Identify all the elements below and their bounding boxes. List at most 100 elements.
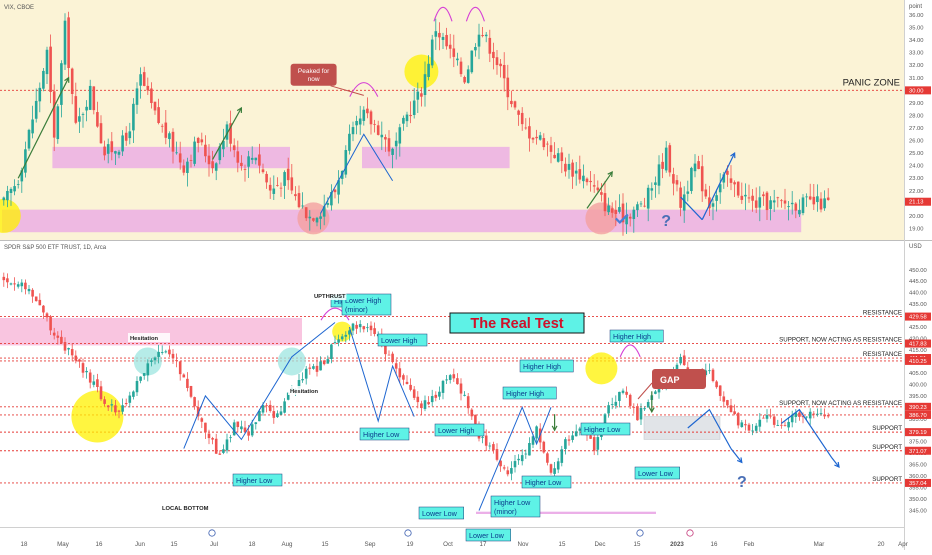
spy-candle-body [517, 458, 520, 461]
spy-plain-label: LOCAL BOTTOM [162, 506, 209, 512]
vix-candle-body [639, 203, 643, 205]
spy-callout-box [580, 422, 631, 436]
vix-candle-body [632, 209, 636, 220]
spy-candle-body [722, 396, 726, 402]
spy-candle [765, 409, 769, 423]
spy-candle-body [632, 406, 636, 408]
vix-candle-body [164, 122, 168, 138]
vix-candle [204, 135, 207, 163]
spy-candle-body [124, 402, 128, 405]
vix-candle [762, 191, 765, 206]
vix-candle-body [499, 63, 502, 67]
spy-candle-body [456, 378, 459, 385]
vix-candle [790, 191, 794, 215]
vix-candle-body [150, 88, 153, 104]
vix-candle-body [92, 86, 96, 111]
event-marker-icon[interactable] [404, 529, 412, 537]
vix-candle-body [211, 161, 214, 169]
real-test-label: The Real Test [470, 316, 563, 332]
spy-tick-label: 375.00 [909, 440, 927, 446]
spy-candle [117, 409, 121, 419]
spy-candle-body [272, 411, 276, 418]
vix-candle [715, 189, 718, 212]
spy-candle-body [736, 413, 740, 426]
vix-candle-body [448, 44, 452, 49]
spy-candle-body [675, 364, 679, 371]
vix-candle-body [456, 58, 459, 61]
spy-low-zone [476, 511, 656, 514]
vix-candle [621, 193, 625, 236]
event-marker-icon[interactable] [208, 529, 216, 537]
spy-candle [240, 420, 243, 433]
vix-candle-body [250, 157, 254, 160]
spy-price-axis[interactable]: 345.00350.00355.00360.00365.00370.00375.… [905, 268, 931, 515]
vix-candle [106, 138, 110, 164]
spy-candle-body [589, 435, 592, 439]
vix-candle [513, 100, 517, 110]
spy-candle-body [189, 386, 193, 397]
spy-candle-body [186, 378, 189, 388]
spy-candle [186, 372, 189, 392]
spy-plain-label-bg [288, 386, 330, 395]
vix-blue-arrow [701, 152, 736, 220]
vix-candle [769, 196, 772, 221]
vix-candle-body [600, 192, 603, 195]
vix-candle [578, 155, 582, 184]
spy-candle-body [715, 381, 718, 388]
spy-tick-label: 450.00 [909, 268, 927, 274]
vix-price-axis[interactable]: 19.0020.0021.0022.0023.0024.0025.0026.00… [905, 13, 931, 232]
vix-candle-body [646, 187, 650, 209]
vix-candle-body [718, 184, 722, 193]
spy-candle-body [520, 455, 524, 462]
vix-candle [744, 183, 747, 211]
vix-candle [290, 164, 294, 195]
vix-candle [423, 61, 427, 107]
vix-candle [632, 206, 636, 233]
spy-callout-box [609, 329, 664, 343]
spy-candle-body [463, 394, 466, 396]
vix-candle [391, 147, 394, 169]
vix-candle [348, 124, 351, 155]
spy-candle [150, 358, 153, 367]
vix-candle-body [160, 125, 164, 127]
vix-pane-background [0, 0, 904, 240]
spy-candle [391, 351, 394, 364]
vix-price-tag-text: 30.00 [909, 88, 924, 94]
vix-candle [6, 185, 9, 208]
spy-candle-body [243, 427, 247, 432]
vix-green-arrow [212, 107, 242, 160]
spy-candle [74, 350, 78, 364]
spy-candle [556, 457, 560, 474]
vix-candle-body [675, 180, 679, 185]
vix-candle [618, 194, 621, 214]
vix-candle [474, 43, 477, 57]
vix-candle [294, 186, 297, 201]
vix-tick-label: 35.00 [909, 26, 924, 32]
vix-candle-body [225, 124, 229, 140]
spy-candle [679, 353, 682, 366]
vix-candle [60, 60, 63, 118]
spy-candle-body [546, 453, 549, 463]
event-marker-icon[interactable] [686, 529, 694, 537]
time-tick-label: Apr [898, 541, 908, 548]
vix-candle-body [643, 205, 646, 207]
time-axis[interactable]: 18 May 16 Jun 15 Jul 18 Aug 15 Sep 19 Oct 17 Nov 15 Dec… [21, 529, 908, 548]
vix-candle-body [135, 88, 139, 105]
spy-candle-body [474, 414, 477, 424]
vix-candle [196, 136, 200, 153]
vix-candle [643, 197, 646, 208]
vix-candles [2, 11, 830, 236]
vix-candle-body [78, 116, 81, 122]
vix-candle-body [571, 162, 574, 177]
spy-candle [362, 325, 366, 333]
spy-candle [636, 403, 639, 421]
spy-candle-body [769, 415, 772, 417]
time-tick-label: 20 [878, 541, 885, 548]
spy-candle-body [142, 373, 146, 376]
spy-candle [348, 329, 351, 341]
event-marker-icon[interactable] [636, 529, 644, 537]
spy-candle [736, 412, 740, 429]
vix-candle [697, 155, 700, 170]
vix-candle-body [358, 118, 362, 125]
spy-candle-body [81, 363, 85, 373]
